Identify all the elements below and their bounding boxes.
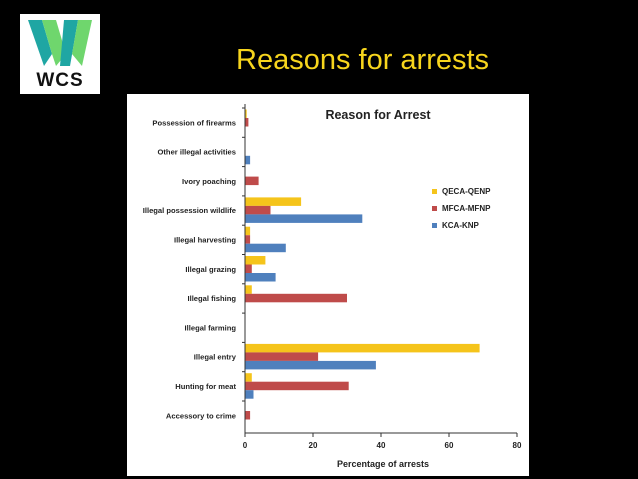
x-tick-label: 0 xyxy=(243,441,248,450)
bar-chart: Reason for Arrest Percentage of arrests … xyxy=(143,104,522,469)
y-tick-label: Illegal grazing xyxy=(185,265,236,274)
wcs-logo-mark xyxy=(28,20,92,66)
legend-label-kca-knp: KCA-KNP xyxy=(442,221,480,230)
bar-mfca-mfnp-8 xyxy=(245,352,319,361)
legend-swatch-kca-knp xyxy=(432,223,437,228)
logo-stroke-3 xyxy=(60,20,78,66)
x-tick-label: 60 xyxy=(445,441,454,450)
bar-kca-knp-8 xyxy=(245,360,376,370)
logo-text: WCS xyxy=(36,70,84,91)
y-tick-label: Hunting for meat xyxy=(175,382,236,391)
x-tick-label: 40 xyxy=(377,441,386,450)
logo-stroke-1 xyxy=(28,20,52,66)
bar-qeca-qenp-0 xyxy=(245,109,247,118)
bar-mfca-mfnp-3 xyxy=(245,205,271,215)
bar-kca-knp-5 xyxy=(245,273,276,282)
y-tick-label: Illegal farming xyxy=(185,323,237,332)
bar-kca-knp-1 xyxy=(245,155,251,165)
bar-kca-knp-4 xyxy=(245,243,286,253)
wcs-logo: WCS xyxy=(20,14,100,94)
bar-mfca-mfnp-6 xyxy=(245,293,347,303)
logo-stroke-2 xyxy=(42,20,66,66)
y-tick-label: Possession of firearms xyxy=(152,118,236,127)
legend-swatch-qeca-qenp xyxy=(432,189,437,194)
chart-panel: Reason for Arrest Percentage of arrests … xyxy=(127,94,529,476)
bar-mfca-mfnp-9 xyxy=(245,381,349,391)
logo-stroke-4 xyxy=(72,20,92,66)
bar-kca-knp-9 xyxy=(245,390,254,399)
legend-label-qeca-qenp: QECA-QENP xyxy=(442,187,491,196)
y-tick-label: Illegal fishing xyxy=(187,294,236,303)
bar-mfca-mfnp-5 xyxy=(245,264,252,273)
y-tick-label: Accessory to crime xyxy=(166,411,236,420)
bar-kca-knp-3 xyxy=(245,214,363,223)
bar-qeca-qenp-3 xyxy=(245,197,302,206)
y-tick-label: Illegal entry xyxy=(194,353,237,362)
y-tick-label: Illegal possession wildlife xyxy=(143,206,236,215)
slide-title: Reasons for arrests xyxy=(236,44,490,76)
bar-qeca-qenp-5 xyxy=(245,256,266,265)
x-tick-label: 80 xyxy=(513,441,522,450)
bar-qeca-qenp-4 xyxy=(245,226,251,236)
bar-mfca-mfnp-4 xyxy=(245,235,251,244)
chart-title: Reason for Arrest xyxy=(325,108,431,122)
bar-mfca-mfnp-2 xyxy=(245,176,259,186)
bar-qeca-qenp-6 xyxy=(245,285,252,294)
bar-qeca-qenp-8 xyxy=(245,343,480,353)
legend-label-mfca-mfnp: MFCA-MFNP xyxy=(442,204,491,213)
x-axis-label: Percentage of arrests xyxy=(337,459,429,469)
bar-qeca-qenp-9 xyxy=(245,373,252,382)
y-tick-label: Illegal harvesting xyxy=(174,235,236,244)
bar-mfca-mfnp-0 xyxy=(245,118,249,127)
x-tick-label: 20 xyxy=(309,441,318,450)
y-tick-label: Other illegal activities xyxy=(158,148,237,157)
legend-swatch-mfca-mfnp xyxy=(432,206,437,211)
bar-mfca-mfnp-10 xyxy=(245,411,251,420)
y-tick-label: Ivory poaching xyxy=(182,177,236,186)
